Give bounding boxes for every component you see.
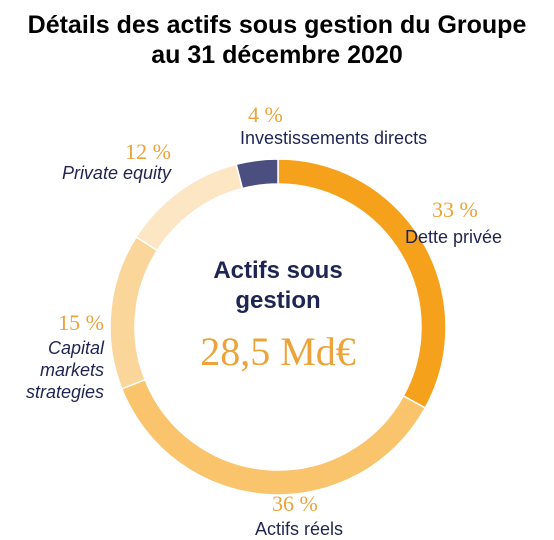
donut-segment [120,378,427,496]
value-label: 15 % [58,310,104,335]
chart-title: Détails des actifs sous gestion du Group… [27,11,527,69]
category-label: Private equity [61,163,171,183]
center-value: 28,5 Md€ [200,329,356,374]
donut-segment [109,235,159,390]
value-label: 4 % [248,102,283,127]
category-label: Investissements directs [240,128,428,148]
category-label: Capital markets strategies [25,338,104,402]
value-label: 36 % [272,491,318,516]
donut-segment [235,158,279,190]
value-label: 33 % [432,197,478,222]
value-label: 12 % [125,139,171,164]
category-label: Actifs réels [255,519,344,539]
center-label: Actifs sous gestion [213,257,343,314]
category-label: Dette privée [405,227,503,247]
